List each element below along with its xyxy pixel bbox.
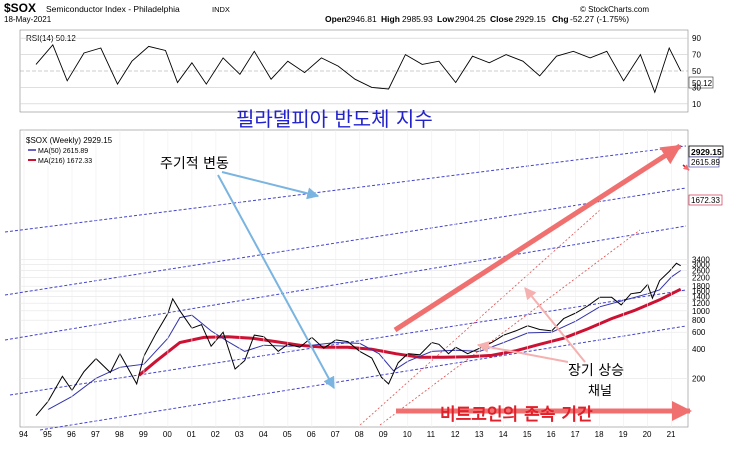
legend-ma216: MA(216) 1672.33 <box>38 158 92 165</box>
x-tick-label: 19 <box>619 430 628 439</box>
x-tick-label: 18 <box>595 430 604 439</box>
price-frame <box>19 129 689 428</box>
legend-ma50: MA(50) 2615.89 <box>38 148 88 155</box>
legend-title: $SOX (Weekly) 2929.15 <box>26 136 113 145</box>
x-tick-label: 21 <box>667 430 676 439</box>
price-tick-label: 200 <box>692 374 706 383</box>
price-tick-label: 1200 <box>692 299 710 308</box>
x-tick-label: 12 <box>451 430 460 439</box>
cyclical-arrow-1 <box>221 171 320 200</box>
price-tick-label: 400 <box>692 345 706 354</box>
x-axis-ticks: 94 95 96 97 98 99 00 01 02 03 04 05 06 07 08 09 10 11 12 13… <box>19 130 676 439</box>
rsi-grid <box>20 37 688 105</box>
rsi-current-box <box>688 76 714 89</box>
rsi-tick-label: 90 <box>692 34 701 43</box>
copyright-label: © StockCharts.com <box>580 5 649 14</box>
ma50-tag-box <box>688 156 720 168</box>
x-tick-label: 03 <box>235 430 244 439</box>
rsi-tick-label: 10 <box>692 100 701 109</box>
x-tick-label: 01 <box>187 430 196 439</box>
annotations: 필라델피아 반도체 지수 주기적 변동 장기 상승 채널 비트코인의 존속 기간 <box>160 107 692 425</box>
cyclical-arrow-2 <box>217 174 335 390</box>
x-tick-label: 02 <box>211 430 220 439</box>
price-tick-label: 2600 <box>692 267 710 276</box>
price-tick-label: 3000 <box>692 261 710 270</box>
price-tick-label: 3400 <box>692 255 710 264</box>
price-tick-label: 1800 <box>692 282 710 291</box>
ma50-line <box>47 270 681 411</box>
open-label: Open <box>325 14 347 24</box>
x-tick-label: 08 <box>355 430 364 439</box>
chg-value: -52.27 (-1.75%) <box>570 14 629 24</box>
low-value: 2904.25 <box>455 14 486 24</box>
ma216-tag: 1672.33 <box>691 196 720 205</box>
chart-header: $SOX Semiconductor Index - Philadelphia … <box>4 1 649 24</box>
price-tick-label: 1000 <box>692 307 710 316</box>
channel-line <box>39 325 687 431</box>
x-tick-label: 14 <box>499 430 508 439</box>
channel-arrow-2 <box>524 287 586 363</box>
date-label: 18-May-2021 <box>4 15 52 24</box>
channel-arrow-1 <box>476 341 569 363</box>
x-tick-label: 04 <box>259 430 268 439</box>
rsi-tick-label: 50 <box>692 67 701 76</box>
x-tick-label: 17 <box>571 430 580 439</box>
x-tick-label: 15 <box>523 430 532 439</box>
annotation-title: 필라델피아 반도체 지수 <box>236 107 433 131</box>
x-tick-label: 20 <box>643 430 652 439</box>
price-grid <box>20 259 688 379</box>
price-tick-label: 600 <box>692 328 706 337</box>
exchange-label: INDX <box>212 5 230 14</box>
x-tick-label: 99 <box>139 430 148 439</box>
ma216-tag-box <box>688 194 723 206</box>
red-tag-arrow <box>682 164 690 171</box>
annotation-bitcoin: 비트코인의 존속 기간 <box>440 405 593 425</box>
x-tick-label: 11 <box>427 430 436 439</box>
x-tick-label: 13 <box>475 430 484 439</box>
rsi-current-value: 50.12 <box>692 79 713 88</box>
price-tick-label: 1600 <box>692 287 710 296</box>
symbol-label: $SOX <box>4 1 36 15</box>
chg-label: Chg <box>552 14 569 24</box>
rsi-line <box>35 43 682 94</box>
low-label: Low <box>437 14 454 24</box>
channel-line <box>4 225 687 341</box>
price-panel: 3400300026002200180016001400120010008006… <box>4 129 724 439</box>
index-name: Semiconductor Index - Philadelphia <box>46 4 180 14</box>
uptrend-arrow <box>393 143 682 333</box>
x-tick-label: 95 <box>43 430 52 439</box>
close-value: 2929.15 <box>515 14 546 24</box>
rsi-tick-label: 70 <box>692 51 701 60</box>
annotation-cyclical: 주기적 변동 <box>160 156 229 172</box>
x-tick-label: 07 <box>331 430 340 439</box>
x-tick-label: 94 <box>19 430 28 439</box>
x-tick-label: 98 <box>115 430 124 439</box>
x-tick-label: 09 <box>379 430 388 439</box>
high-value: 2985.93 <box>402 14 433 24</box>
x-tick-label: 10 <box>403 430 412 439</box>
open-value: 2946.81 <box>346 14 377 24</box>
rsi-ticks: 90 70 50 30 10 <box>692 34 701 109</box>
annotation-longterm-1: 장기 상승 <box>568 363 624 379</box>
price-tick-label: 1400 <box>692 293 710 302</box>
close-label: Close <box>490 14 513 24</box>
x-tick-label: 00 <box>163 430 172 439</box>
channel-line <box>4 145 687 233</box>
high-label: High <box>381 14 400 24</box>
x-tick-label: 97 <box>91 430 100 439</box>
price-tick-label: 800 <box>692 316 706 325</box>
rsi-tick-label: 30 <box>692 83 701 92</box>
price-line <box>35 262 681 417</box>
x-tick-label: 16 <box>547 430 556 439</box>
x-tick-label: 96 <box>67 430 76 439</box>
close-tag: 2929.15 <box>691 147 722 157</box>
price-tick-label: 2200 <box>692 274 710 283</box>
annotation-longterm-2: 채널 <box>588 384 612 399</box>
ma50-tag: 2615.89 <box>691 158 720 167</box>
x-tick-label: 06 <box>307 430 316 439</box>
x-tick-label: 05 <box>283 430 292 439</box>
